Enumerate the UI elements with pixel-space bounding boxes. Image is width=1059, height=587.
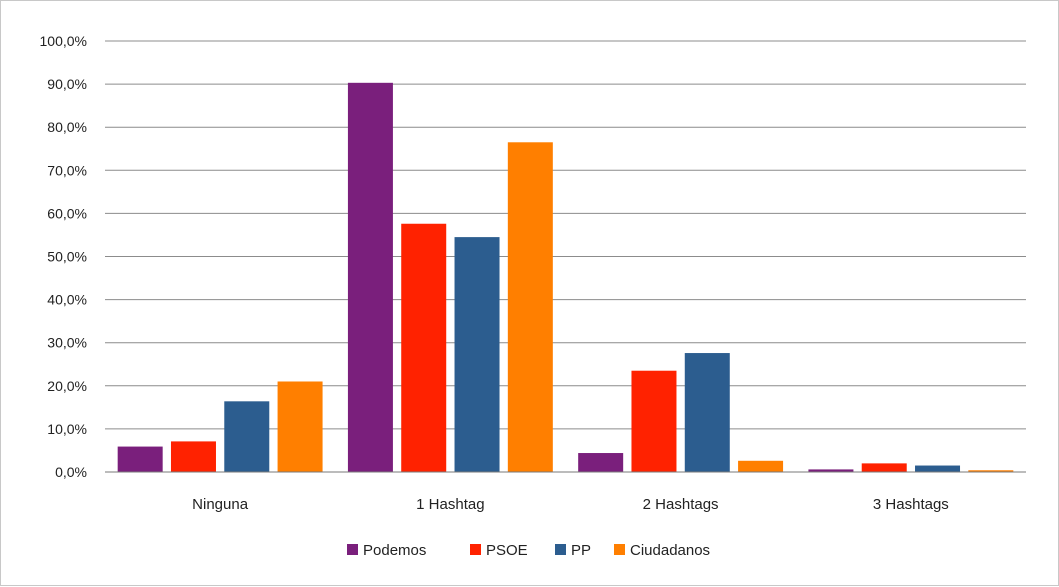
y-tick-label: 10,0% (47, 421, 87, 437)
bar-psoe-2 (631, 370, 677, 472)
y-tick-label: 100,0% (40, 33, 87, 49)
y-tick-label: 30,0% (47, 335, 87, 351)
y-tick-label: 70,0% (47, 162, 87, 178)
gridlines (105, 40, 1026, 430)
bar-ciudadanos-1 (507, 142, 553, 472)
legend-label-ciudadanos: Ciudadanos (630, 542, 710, 559)
y-tick-label: 50,0% (47, 249, 87, 265)
bar-pp-3 (915, 465, 961, 472)
bar-psoe-0 (170, 441, 216, 472)
bar-ciudadanos-2 (738, 460, 784, 472)
legend: Podemos PSOE PP Ciudadanos (347, 542, 710, 559)
legend-swatch-psoe (470, 544, 481, 555)
y-tick-label: 80,0% (47, 119, 87, 135)
x-category-label: 2 Hashtags (643, 496, 719, 513)
legend-swatch-podemos (347, 544, 358, 555)
bar-podemos-1 (347, 82, 393, 472)
legend-label-pp: PP (571, 542, 591, 559)
legend-label-podemos: Podemos (363, 542, 426, 559)
bar-ciudadanos-0 (277, 381, 323, 472)
bar-psoe-3 (861, 463, 907, 472)
legend-label-psoe: PSOE (486, 542, 528, 559)
legend-swatch-ciudadanos (614, 544, 625, 555)
bars (117, 82, 1014, 472)
y-tick-label: 90,0% (47, 76, 87, 92)
x-axis-category-labels: Ninguna 1 Hashtag 2 Hashtags 3 Hashtags (192, 496, 949, 513)
y-tick-label: 60,0% (47, 205, 87, 221)
bar-podemos-2 (578, 453, 624, 472)
y-tick-label: 40,0% (47, 292, 87, 308)
bar-psoe-1 (401, 223, 447, 472)
legend-swatch-pp (555, 544, 566, 555)
x-category-label: 3 Hashtags (873, 496, 949, 513)
bar-ciudadanos-3 (968, 470, 1014, 472)
bar-podemos-3 (808, 469, 854, 472)
bar-pp-1 (454, 237, 500, 472)
bar-pp-2 (684, 353, 730, 472)
y-tick-label: 20,0% (47, 378, 87, 394)
x-category-label: Ninguna (192, 496, 249, 513)
y-axis-tick-labels: 0,0% 10,0% 20,0% 30,0% 40,0% 50,0% 60,0% 70,0% 8… (40, 33, 87, 480)
x-category-label: 1 Hashtag (416, 496, 484, 513)
y-tick-label: 0,0% (55, 464, 87, 480)
bar-pp-0 (224, 401, 270, 472)
bar-podemos-0 (117, 446, 163, 472)
